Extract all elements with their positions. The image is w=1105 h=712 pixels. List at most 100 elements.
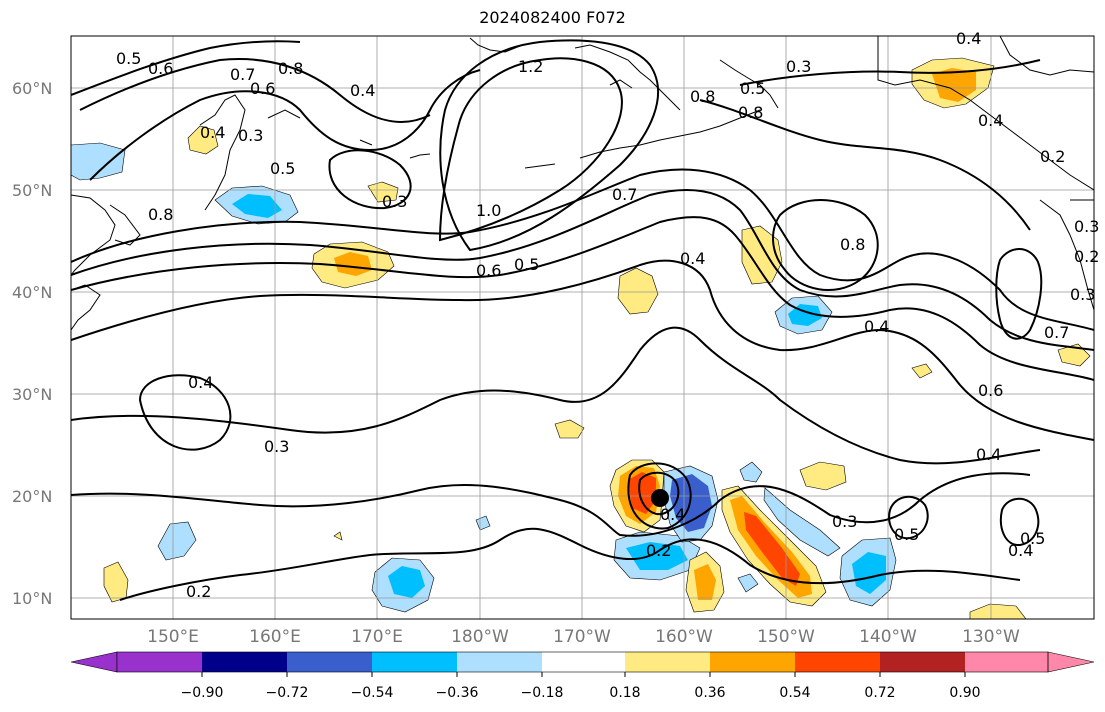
contour-label: 0.4	[864, 317, 889, 336]
positive-region	[617, 267, 659, 315]
positive-region	[932, 68, 976, 102]
contour-label: 0.6	[978, 381, 1003, 400]
positive-region	[911, 363, 933, 379]
contour-lines	[71, 39, 1094, 601]
colorbar-segment	[795, 652, 880, 672]
contour-label: 0.5	[740, 79, 765, 98]
positive-region	[628, 472, 656, 514]
negative-region	[475, 515, 491, 531]
colorbar-segment	[457, 652, 542, 672]
contour-label: 0.8	[840, 235, 865, 254]
contour-label: 0.8	[690, 87, 715, 106]
colorbar-tick-label: 0.90	[949, 685, 980, 701]
colorbar-tick-label: 0.18	[609, 685, 640, 701]
positive-region	[694, 564, 716, 600]
contour-label: 0.4	[188, 373, 213, 392]
contour-label: 0.2	[1040, 147, 1065, 166]
colorbar-segment	[117, 652, 202, 672]
negative-region	[763, 487, 841, 557]
contour-label: 0.2	[646, 541, 671, 560]
negative-region	[71, 142, 126, 181]
contour-label: 0.4	[350, 81, 375, 100]
colorbar-tick-label: 0.54	[779, 685, 810, 701]
contour-label: 0.6	[250, 79, 275, 98]
colorbar-segment	[880, 652, 965, 672]
positive-region	[799, 461, 847, 491]
positive-region	[1057, 343, 1091, 367]
colorbar-segment	[372, 652, 457, 672]
contour-label: 0.3	[238, 126, 263, 145]
positive-region	[333, 531, 343, 541]
contour-label: 0.5	[894, 525, 919, 544]
contour-label: 0.6	[148, 59, 173, 78]
positive-region	[334, 252, 372, 276]
contour-label: 0.2	[1074, 247, 1099, 266]
negative-region	[739, 461, 763, 483]
contour-label: 0.3	[1070, 285, 1095, 304]
negative-region	[232, 194, 282, 218]
contour-label: 0.8	[278, 59, 303, 78]
contour-label: 0.4	[680, 249, 705, 268]
colorbar-segment	[710, 652, 795, 672]
lat-label: 20°N	[12, 487, 52, 506]
lon-label: 180°W	[451, 627, 509, 647]
contour-label: 0.4	[660, 505, 685, 524]
shaded-regions	[71, 57, 1091, 619]
map-content	[71, 36, 1094, 619]
lon-label: 170°E	[351, 627, 403, 647]
positive-region	[367, 181, 399, 203]
lat-label: 30°N	[12, 385, 52, 404]
negative-region	[852, 552, 886, 594]
contour-label: 0.8	[738, 103, 763, 122]
colorbar-segment	[542, 652, 625, 672]
negative-region	[788, 304, 822, 326]
contour-label: 0.3	[832, 512, 857, 531]
contour-label: 0.3	[264, 437, 289, 456]
coastlines	[71, 36, 1094, 331]
contour-label: 0.4	[200, 123, 225, 142]
contour-label: 0.2	[186, 582, 211, 601]
lat-label: 40°N	[12, 283, 52, 302]
contour-label: 0.7	[1044, 323, 1069, 342]
positive-region	[187, 125, 219, 155]
contour-label: 0.4	[1008, 541, 1033, 560]
lon-label: 170°W	[553, 627, 611, 647]
negative-region	[157, 521, 197, 561]
colorbar-extend-low	[70, 651, 118, 673]
contour-label: 0.5	[116, 49, 141, 68]
negative-region	[626, 542, 688, 570]
negative-region	[670, 474, 712, 532]
grid-lines	[71, 36, 1094, 619]
colorbar-tick-label: −0.90	[181, 685, 224, 701]
contour-label: 0.7	[230, 65, 255, 84]
contour-label: 0.4	[976, 445, 1001, 464]
negative-region	[388, 566, 425, 598]
positive-region	[741, 225, 783, 285]
contour-label: 0.7	[612, 185, 637, 204]
colorbar-segment	[287, 652, 372, 672]
lon-label: 150°E	[147, 627, 199, 647]
colorbar-frame	[116, 651, 1049, 673]
lat-label: 50°N	[12, 181, 52, 200]
colorbar-tick-label: −0.18	[521, 685, 564, 701]
contour-label: 0.3	[786, 57, 811, 76]
map-background	[71, 36, 1094, 619]
lon-label: 160°W	[655, 627, 713, 647]
cyclone-center	[651, 489, 669, 507]
lon-label: 140°W	[859, 627, 917, 647]
longitude-labels: 150°E 160°E 170°E 180°W 170°W 160°W 150°…	[147, 627, 1020, 647]
lon-label: 160°E	[249, 627, 301, 647]
colorbar-segment	[202, 652, 287, 672]
colorbar: −0.90 −0.72 −0.54 −0.36 −0.18 0.18 0.36 …	[70, 651, 1095, 701]
positive-region	[554, 419, 585, 439]
latitude-labels: 60°N 50°N 40°N 30°N 20°N 10°N	[12, 79, 52, 608]
contour-label: 1.0	[476, 201, 501, 220]
colorbar-tick-label: 0.72	[864, 685, 895, 701]
contour-label: 0.4	[956, 29, 981, 48]
colorbar-tick-label: −0.54	[351, 685, 394, 701]
lon-label: 150°W	[757, 627, 815, 647]
colorbar-ticks	[201, 672, 966, 677]
negative-region	[737, 573, 759, 593]
contour-label: 0.3	[1074, 217, 1099, 236]
